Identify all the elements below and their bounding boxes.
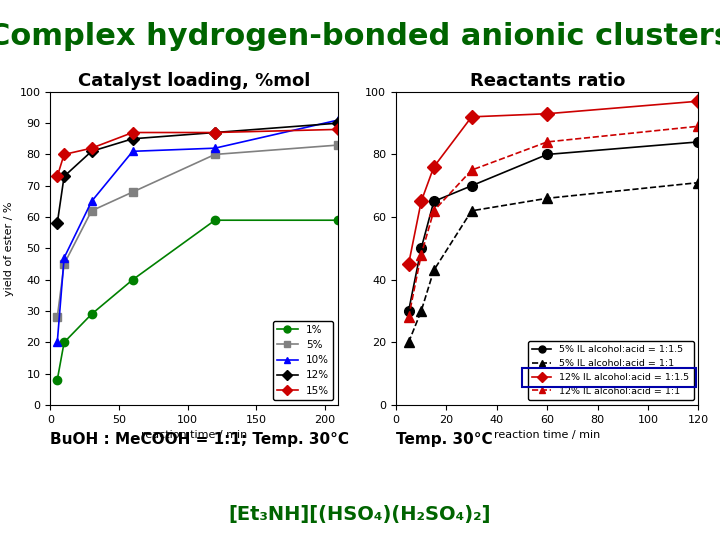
Legend: 1%, 5%, 10%, 12%, 15%: 1%, 5%, 10%, 12%, 15%: [273, 321, 333, 400]
Text: Temp. 30°C: Temp. 30°C: [396, 432, 492, 447]
Legend: 5% IL alcohol:acid = 1:1.5, 5% IL alcohol:acid = 1:1, 12% IL alcohol:acid = 1:1.: 5% IL alcohol:acid = 1:1.5, 5% IL alcoho…: [528, 341, 693, 400]
Text: [Et₃NH][(HSO₄)(H₂SO₄)₂]: [Et₃NH][(HSO₄)(H₂SO₄)₂]: [229, 505, 491, 524]
Y-axis label: yield of ester / %: yield of ester / %: [4, 201, 14, 295]
Text: Complex hydrogen-bonded anionic clusters: Complex hydrogen-bonded anionic clusters: [0, 22, 720, 51]
Title: Catalyst loading, %mol: Catalyst loading, %mol: [78, 72, 310, 90]
Text: BuOH : MeCOOH = 1:1; Temp. 30°C: BuOH : MeCOOH = 1:1; Temp. 30°C: [50, 432, 349, 447]
X-axis label: reaction time / min: reaction time / min: [494, 430, 600, 440]
Title: Reactants ratio: Reactants ratio: [469, 72, 625, 90]
X-axis label: reaction time / min: reaction time / min: [141, 430, 248, 440]
